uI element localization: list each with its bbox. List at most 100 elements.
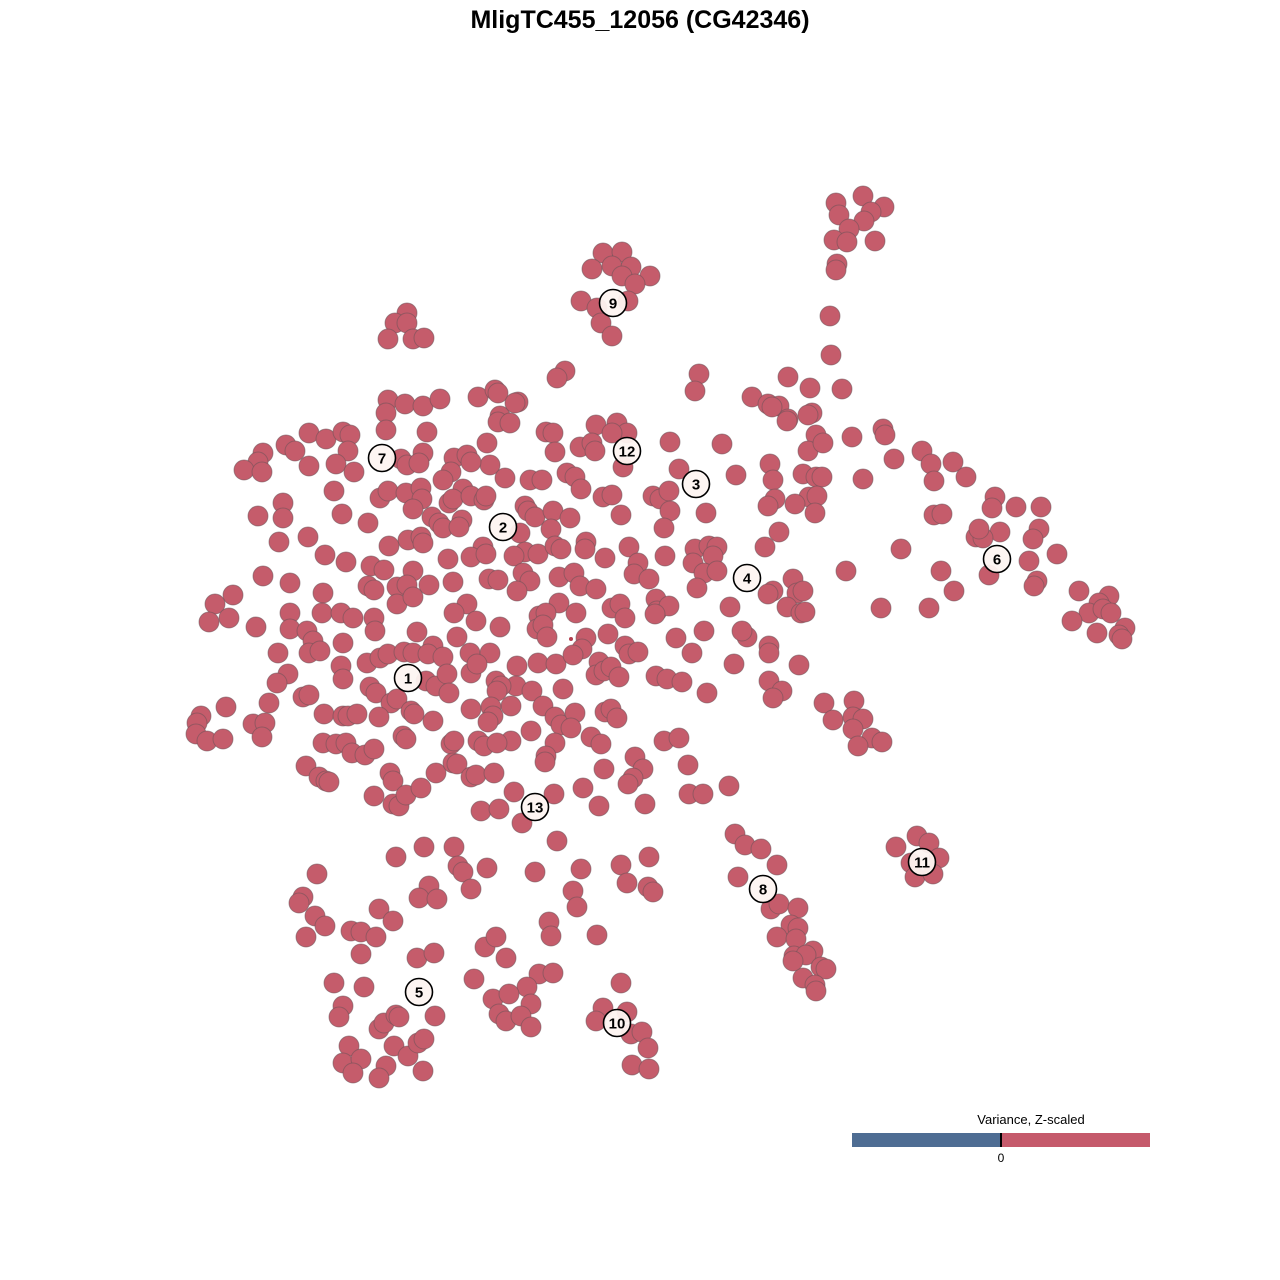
data-point — [725, 464, 747, 486]
data-point — [601, 484, 623, 506]
data-point — [543, 783, 565, 805]
data-point — [536, 626, 558, 648]
data-point — [460, 698, 482, 720]
data-point — [442, 488, 464, 510]
data-point — [1005, 496, 1027, 518]
data-point — [831, 378, 853, 400]
data-point — [890, 538, 912, 560]
data-point — [503, 545, 525, 567]
data-point — [942, 451, 964, 473]
data-point — [559, 507, 581, 529]
data-point — [546, 367, 568, 389]
data-point — [684, 380, 706, 402]
cluster-label-5: 5 — [404, 977, 434, 1007]
data-point — [822, 709, 844, 731]
data-point — [706, 560, 728, 582]
data-point — [443, 836, 465, 858]
data-point — [870, 597, 892, 619]
data-point — [233, 459, 255, 481]
data-point — [363, 579, 385, 601]
data-point — [313, 703, 335, 725]
data-point — [570, 478, 592, 500]
data-point — [601, 422, 623, 444]
data-point — [883, 448, 905, 470]
data-point — [470, 800, 492, 822]
data-point — [342, 607, 364, 629]
data-point — [527, 652, 549, 674]
data-point — [460, 451, 482, 473]
cluster-label-circle — [520, 792, 550, 822]
data-point — [671, 671, 693, 693]
data-point — [353, 976, 375, 998]
data-point — [476, 857, 498, 879]
data-point — [422, 710, 444, 732]
data-point — [757, 495, 779, 517]
data-point — [784, 493, 806, 515]
data-point — [981, 497, 1003, 519]
cluster-label-circle — [732, 563, 762, 593]
data-point — [644, 603, 666, 625]
data-point — [658, 480, 680, 502]
legend-positive-segment — [1001, 1133, 1150, 1147]
data-point — [395, 728, 417, 750]
data-point — [608, 666, 630, 688]
tiny-data-mark — [569, 637, 573, 641]
data-point — [337, 440, 359, 462]
data-point — [852, 468, 874, 490]
data-point — [412, 1060, 434, 1082]
data-point — [408, 452, 430, 474]
data-point — [342, 1062, 364, 1084]
data-point — [432, 469, 454, 491]
data-point — [819, 305, 841, 327]
data-point — [377, 328, 399, 350]
data-point — [627, 641, 649, 663]
data-point — [272, 507, 294, 529]
data-point — [245, 616, 267, 638]
data-point — [761, 396, 783, 418]
data-point — [693, 620, 715, 642]
data-point — [306, 863, 328, 885]
data-point — [617, 773, 639, 795]
data-point — [314, 915, 336, 937]
data-point — [331, 503, 353, 525]
data-point — [811, 466, 833, 488]
data-point — [218, 607, 240, 629]
data-point — [584, 440, 606, 462]
data-point — [460, 878, 482, 900]
data-point — [1022, 528, 1044, 550]
data-point — [668, 727, 690, 749]
data-point — [794, 601, 816, 623]
data-point — [504, 392, 526, 414]
data-point — [350, 943, 372, 965]
data-point — [601, 325, 623, 347]
data-point — [1111, 628, 1133, 650]
legend-gradient-bar — [852, 1133, 1150, 1147]
data-point — [410, 777, 432, 799]
data-point — [368, 898, 390, 920]
data-point — [762, 469, 784, 491]
plot-title: MligTC455_12056 (CG42346) — [470, 6, 810, 34]
cluster-label-10: 10 — [602, 1008, 632, 1038]
data-point — [494, 467, 516, 489]
data-point — [251, 726, 273, 748]
data-point — [804, 502, 826, 524]
data-point — [412, 532, 434, 554]
data-point — [695, 502, 717, 524]
data-point — [452, 861, 474, 883]
data-point — [487, 569, 509, 591]
data-point — [378, 535, 400, 557]
data-point — [1030, 496, 1052, 518]
data-point — [521, 680, 543, 702]
data-point — [572, 777, 594, 799]
data-point — [297, 526, 319, 548]
data-point — [768, 521, 790, 543]
data-point — [520, 1016, 542, 1038]
data-point — [506, 580, 528, 602]
cluster-label-text: 2 — [499, 519, 507, 536]
data-point — [418, 574, 440, 596]
data-point — [634, 793, 656, 815]
data-point — [373, 559, 395, 581]
data-point — [520, 720, 542, 742]
data-point — [377, 480, 399, 502]
data-point — [813, 692, 835, 714]
